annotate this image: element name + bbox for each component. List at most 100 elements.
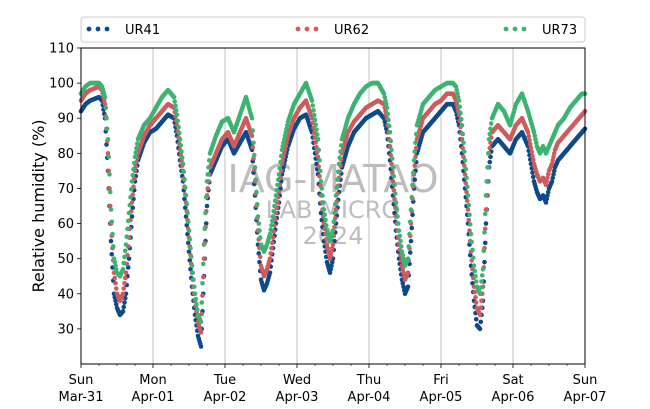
data-point: [200, 261, 206, 267]
data-point: [330, 242, 336, 247]
data-point: [267, 231, 273, 237]
data-point: [533, 140, 539, 146]
data-point: [389, 161, 394, 167]
data-point: [198, 330, 204, 335]
y-axis: 30 40 50 60 70 80 90 100 110: [49, 42, 81, 337]
data-point: [477, 312, 483, 318]
data-point: [487, 145, 493, 151]
data-point: [407, 231, 412, 237]
data-point: [488, 140, 493, 146]
data-point: [463, 166, 469, 172]
data-point: [121, 304, 127, 310]
data-point: [125, 265, 131, 270]
data-point: [185, 240, 191, 246]
data-point: [483, 207, 489, 212]
data-point: [122, 254, 127, 260]
y-tick-label: 100: [49, 77, 74, 92]
data-point: [329, 245, 335, 251]
data-point: [317, 173, 322, 179]
data-point: [410, 212, 415, 218]
y-tick-label: 110: [49, 42, 74, 57]
data-point: [182, 196, 187, 202]
legend-label: UR41: [125, 23, 160, 38]
data-point: [121, 286, 127, 291]
data-point: [468, 231, 474, 237]
data-point: [179, 155, 185, 161]
data-point: [317, 168, 323, 174]
data-point: [460, 131, 466, 137]
y-tick-label: 40: [57, 287, 74, 302]
data-point: [188, 266, 193, 272]
watermark-text: IAG-MATAO: [227, 157, 438, 201]
data-point: [398, 238, 403, 244]
data-point: [332, 238, 337, 244]
data-point: [461, 149, 467, 154]
data-point: [455, 91, 460, 96]
data-point: [121, 260, 127, 266]
data-point: [385, 111, 391, 117]
data-point: [281, 151, 287, 156]
data-point: [281, 165, 286, 170]
data-point: [467, 212, 472, 218]
data-point: [530, 153, 535, 159]
data-point: [335, 177, 340, 182]
data-point: [551, 151, 557, 156]
data-point: [199, 300, 205, 305]
data-point: [526, 133, 532, 139]
data-point: [276, 172, 282, 177]
legend-entry: UR62: [295, 23, 369, 38]
data-point: [192, 291, 198, 297]
data-point: [309, 98, 315, 103]
data-point: [400, 266, 406, 272]
data-point: [126, 256, 132, 261]
data-point: [125, 218, 131, 224]
data-point: [205, 186, 211, 191]
data-point: [102, 101, 108, 107]
data-point: [268, 251, 274, 256]
data-point: [203, 210, 208, 216]
data-point: [124, 234, 130, 240]
data-point: [338, 149, 343, 154]
data-point: [313, 122, 319, 128]
data-point: [392, 210, 397, 216]
data-point: [329, 259, 335, 265]
data-point: [456, 98, 462, 103]
y-tick-label: 80: [57, 147, 74, 162]
data-point: [470, 280, 475, 286]
data-point: [256, 221, 262, 226]
data-point: [198, 319, 204, 325]
x-tick-label: Mar-31: [59, 390, 104, 405]
data-point: [530, 174, 536, 180]
data-point: [269, 245, 274, 251]
data-point: [104, 126, 110, 132]
data-point: [408, 207, 414, 212]
data-point: [412, 163, 418, 168]
data-point: [274, 187, 280, 193]
data-point: [332, 224, 337, 230]
data-point: [130, 205, 136, 211]
data-point: [122, 280, 127, 286]
legend-marker: [512, 26, 518, 32]
data-point: [184, 223, 190, 228]
data-point: [177, 136, 183, 142]
data-point: [455, 94, 461, 100]
data-point: [405, 284, 411, 290]
data-point: [545, 175, 550, 181]
data-points: [78, 80, 588, 349]
data-point: [482, 230, 487, 235]
data-point: [269, 218, 275, 224]
data-point: [409, 225, 415, 231]
legend-marker: [95, 26, 101, 32]
data-point: [485, 165, 490, 170]
data-point: [189, 263, 195, 268]
data-point: [459, 136, 465, 142]
data-point: [551, 172, 556, 177]
data-point: [412, 149, 418, 154]
data-point: [132, 154, 138, 160]
data-point: [133, 150, 139, 155]
data-point: [473, 294, 478, 300]
data-point: [488, 121, 494, 126]
data-point: [464, 189, 469, 195]
data-point: [461, 154, 466, 160]
